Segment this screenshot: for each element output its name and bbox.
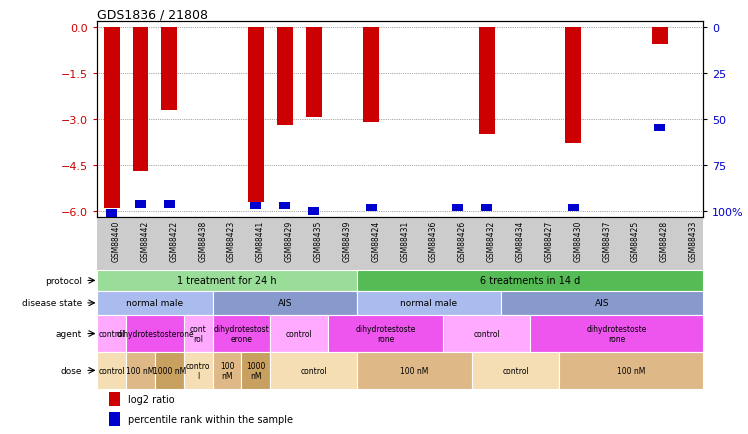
Text: 1000 nM: 1000 nM <box>153 366 186 375</box>
Bar <box>104 28 120 208</box>
Text: control: control <box>502 366 529 375</box>
Bar <box>126 352 155 389</box>
Bar <box>270 316 328 352</box>
Text: GSM88428: GSM88428 <box>660 220 669 261</box>
Text: AIS: AIS <box>595 299 610 308</box>
Text: 100 nM: 100 nM <box>617 366 646 375</box>
Text: cont
rol: cont rol <box>190 325 206 343</box>
Bar <box>242 352 270 389</box>
Text: GSM88433: GSM88433 <box>689 220 698 261</box>
Bar <box>155 352 184 389</box>
Text: GSM88434: GSM88434 <box>515 220 524 261</box>
Text: control: control <box>473 329 500 338</box>
Text: 100 nM: 100 nM <box>126 366 155 375</box>
Text: GSM88438: GSM88438 <box>198 220 207 261</box>
Text: percentile rank within the sample: percentile rank within the sample <box>127 414 292 424</box>
Bar <box>212 316 270 352</box>
Bar <box>328 316 444 352</box>
Bar <box>654 125 666 132</box>
Bar <box>652 28 668 45</box>
Text: dihydrotestoste
rone: dihydrotestoste rone <box>586 325 647 343</box>
Bar <box>357 270 703 291</box>
Bar <box>568 204 579 212</box>
Bar <box>164 201 175 208</box>
Text: contro
l: contro l <box>186 361 210 380</box>
Bar <box>306 28 322 118</box>
Text: control: control <box>98 366 125 375</box>
Text: GSM88437: GSM88437 <box>602 220 611 261</box>
Text: GSM88430: GSM88430 <box>573 220 582 261</box>
Text: 6 treatments in 14 d: 6 treatments in 14 d <box>480 276 580 286</box>
Text: control: control <box>300 366 327 375</box>
Text: GSM88441: GSM88441 <box>256 220 265 261</box>
Text: disease state: disease state <box>22 299 82 308</box>
Bar <box>279 202 290 210</box>
Text: control: control <box>286 329 313 338</box>
Text: GSM88425: GSM88425 <box>631 220 640 261</box>
Bar <box>97 270 357 291</box>
Text: dihydrotestoste
rone: dihydrotestoste rone <box>355 325 416 343</box>
Bar <box>162 28 177 110</box>
Text: dihydrotestosterone: dihydrotestosterone <box>116 329 194 338</box>
Text: GSM88429: GSM88429 <box>285 220 294 261</box>
Bar <box>97 352 126 389</box>
Bar <box>109 392 120 406</box>
Text: GSM88423: GSM88423 <box>227 220 236 261</box>
Bar <box>366 204 377 212</box>
Bar <box>277 28 292 126</box>
Bar <box>559 352 703 389</box>
Bar <box>357 291 501 316</box>
Text: GDS1836 / 21808: GDS1836 / 21808 <box>97 9 208 22</box>
Bar <box>132 28 148 171</box>
Bar <box>97 291 212 316</box>
Bar <box>135 201 146 208</box>
Bar <box>106 210 117 217</box>
Text: log2 ratio: log2 ratio <box>127 394 174 404</box>
Bar <box>184 352 212 389</box>
Text: control: control <box>98 329 125 338</box>
Text: normal male: normal male <box>400 299 458 308</box>
Bar <box>364 28 379 123</box>
Bar <box>444 316 530 352</box>
Text: protocol: protocol <box>45 276 82 285</box>
Text: 100 nM: 100 nM <box>400 366 429 375</box>
Text: dihydrotestost
erone: dihydrotestost erone <box>214 325 269 343</box>
Text: GSM88431: GSM88431 <box>400 220 409 261</box>
Bar <box>481 204 492 212</box>
Bar <box>212 352 242 389</box>
Text: GSM88436: GSM88436 <box>429 220 438 261</box>
Text: GSM88440: GSM88440 <box>111 220 120 261</box>
Text: GSM88427: GSM88427 <box>545 220 554 261</box>
Bar <box>565 28 581 144</box>
Bar <box>184 316 212 352</box>
Bar <box>109 412 120 426</box>
Bar <box>251 202 262 210</box>
Bar <box>472 352 559 389</box>
Text: 1000
nM: 1000 nM <box>246 361 266 380</box>
Text: GSM88424: GSM88424 <box>371 220 380 261</box>
Text: GSM88422: GSM88422 <box>169 220 178 261</box>
Bar <box>97 316 126 352</box>
Bar <box>308 208 319 216</box>
Bar <box>270 352 357 389</box>
Bar <box>453 204 464 212</box>
Bar <box>357 352 472 389</box>
Text: 1 treatment for 24 h: 1 treatment for 24 h <box>177 276 277 286</box>
Text: GSM88426: GSM88426 <box>458 220 467 261</box>
Bar <box>212 291 357 316</box>
Text: GSM88439: GSM88439 <box>343 220 352 261</box>
Text: dose: dose <box>61 366 82 375</box>
Text: agent: agent <box>56 329 82 338</box>
Text: GSM88442: GSM88442 <box>141 220 150 261</box>
Bar <box>479 28 494 135</box>
Text: GSM88435: GSM88435 <box>313 220 322 261</box>
Text: 100
nM: 100 nM <box>220 361 234 380</box>
Text: AIS: AIS <box>278 299 292 308</box>
Text: normal male: normal male <box>126 299 183 308</box>
Bar <box>126 316 184 352</box>
Text: GSM88432: GSM88432 <box>487 220 496 261</box>
Bar <box>501 291 703 316</box>
Bar <box>248 28 264 202</box>
Bar <box>530 316 703 352</box>
